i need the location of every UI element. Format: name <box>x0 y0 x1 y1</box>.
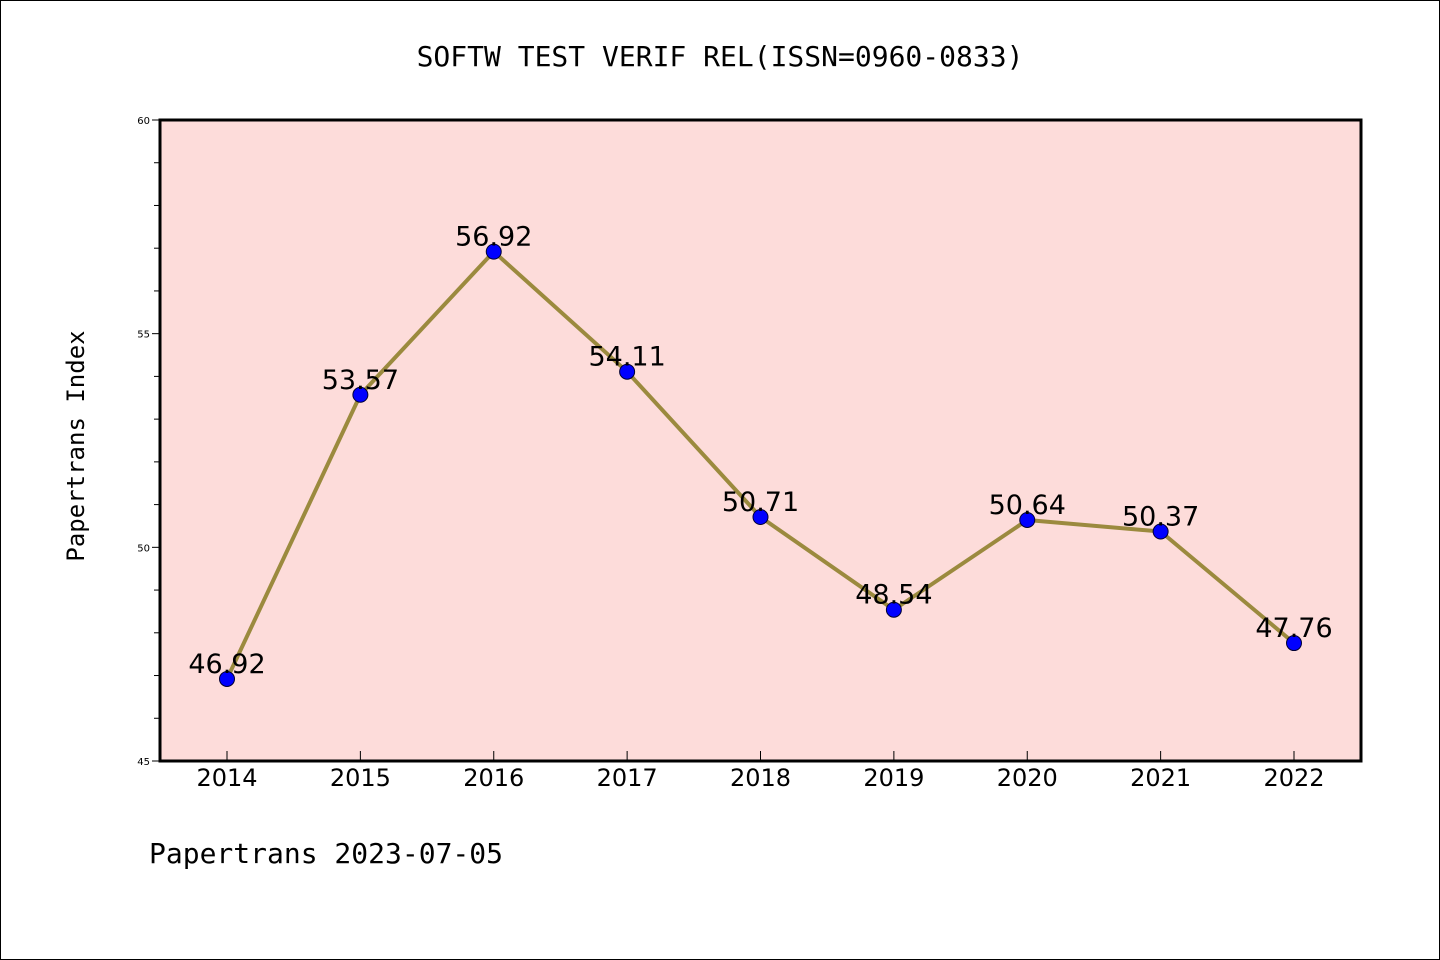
x-tick-label: 2015 <box>330 764 391 792</box>
data-labels: 46.92 53.57 56.92 54.11 50.71 48.54 50.64 50.37… <box>188 222 1332 680</box>
footer-text: Papertrans 2023-07-05 <box>149 837 503 870</box>
y-tick-label: 60 <box>137 116 150 127</box>
x-tick-label: 2016 <box>463 764 524 792</box>
data-point <box>1152 523 1169 540</box>
x-tick-label: 2022 <box>1263 764 1324 792</box>
data-point <box>619 363 636 380</box>
data-label: 56.92 <box>455 222 532 253</box>
data-markers <box>219 243 1302 687</box>
y-axis: 45 50 55 60 <box>137 116 160 768</box>
data-label: 50.64 <box>989 490 1066 521</box>
x-tick-label: 2021 <box>1130 764 1191 792</box>
plot-border <box>158 118 1363 763</box>
data-label: 46.92 <box>188 649 265 680</box>
y-tick-label: 55 <box>137 330 150 341</box>
data-label: 50.37 <box>1122 502 1199 533</box>
x-tick-label: 2018 <box>730 764 791 792</box>
y-tick-label: 45 <box>137 757 150 768</box>
data-label: 54.11 <box>588 342 665 373</box>
data-point <box>885 601 902 618</box>
x-tick-label: 2019 <box>863 764 924 792</box>
data-point <box>219 670 235 687</box>
data-label: 53.57 <box>322 365 399 396</box>
data-label: 50.71 <box>722 487 799 518</box>
x-axis: 2014 2015 2016 2017 2018 2019 2020 2021 2022 <box>196 751 1325 792</box>
plot-area <box>160 120 1361 761</box>
data-point <box>1286 635 1302 652</box>
x-tick-label: 2020 <box>997 764 1058 792</box>
data-point <box>1019 511 1036 528</box>
data-label: 47.76 <box>1255 613 1332 644</box>
data-label: 48.54 <box>855 580 932 611</box>
chart-title: SOFTW TEST VERIF REL(ISSN=0960-0833) <box>417 40 1024 73</box>
y-axis-label: Papertrans Index <box>62 330 90 561</box>
y-tick-label: 50 <box>137 543 150 554</box>
data-point <box>752 508 769 525</box>
data-point <box>485 243 502 260</box>
x-tick-label: 2014 <box>196 764 257 792</box>
x-tick-label: 2017 <box>597 764 658 792</box>
data-point <box>352 386 369 403</box>
